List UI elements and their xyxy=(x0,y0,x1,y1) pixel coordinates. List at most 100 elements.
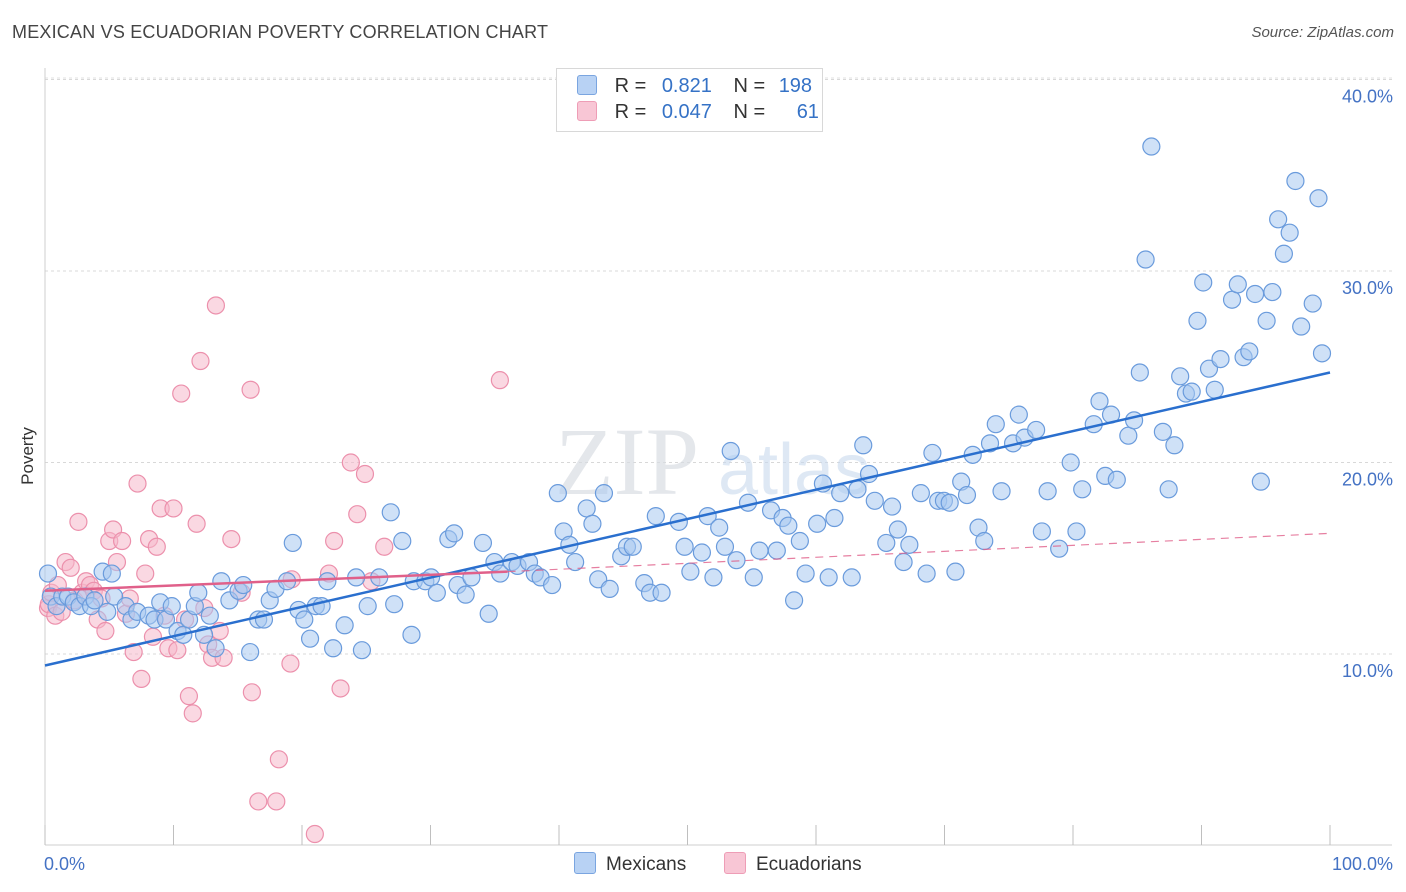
legend-row-ecuadorians: R = 0.047 N = 61 xyxy=(577,101,819,127)
ecuadorian-point xyxy=(222,529,241,549)
x-tick-label-max: 100.0% xyxy=(1332,854,1393,874)
mexican-point xyxy=(1228,275,1247,294)
mexican-point xyxy=(324,639,343,658)
mexican-point xyxy=(721,441,740,461)
mexican-point xyxy=(848,480,867,499)
ecuadorian-point xyxy=(281,654,300,673)
ecuadorian-point xyxy=(168,641,187,660)
mexican-point xyxy=(1274,244,1294,263)
mexican-point xyxy=(295,610,314,629)
mexican-point xyxy=(923,443,942,463)
mexican-point xyxy=(594,484,614,503)
legend-row-mexicans: R = 0.821 N = 198 xyxy=(577,75,812,101)
mexican-point xyxy=(808,514,827,533)
mexican-point xyxy=(750,541,769,560)
ecuadorian-point xyxy=(355,464,375,484)
mexican-point xyxy=(318,572,337,591)
ecuadorian-point xyxy=(187,514,206,533)
ecuadorian-point xyxy=(375,537,394,556)
mexican-point xyxy=(865,491,884,510)
mexican-point xyxy=(1061,453,1080,472)
legend-n-value: 198 xyxy=(778,75,813,97)
ecuadorian-point xyxy=(112,531,132,551)
mexican-point xyxy=(842,568,861,587)
mexican-point xyxy=(1165,436,1184,455)
trend-lines xyxy=(44,371,1331,667)
mexican-point xyxy=(1194,273,1213,292)
watermark-zip: ZIP xyxy=(555,408,699,515)
mexican-point xyxy=(577,499,596,518)
mexican-point xyxy=(1038,482,1057,501)
ecuadorian-point xyxy=(61,558,80,577)
bottom-legend-ecuadorians: Ecuadorians xyxy=(724,852,862,876)
mexican-point xyxy=(1107,470,1126,489)
mexican-point xyxy=(206,639,225,658)
watermark: ZIP atlas xyxy=(555,408,870,515)
ecuadorians-points xyxy=(38,296,509,844)
mexican-point xyxy=(992,482,1011,501)
mexican-point xyxy=(1073,480,1092,499)
mexican-point xyxy=(189,583,208,602)
mexican-point xyxy=(975,531,994,551)
mexican-point xyxy=(911,484,930,503)
legend-n-label: N = xyxy=(733,75,766,97)
mexican-point xyxy=(831,484,850,503)
mexican-point xyxy=(652,583,671,602)
correlation-legend: R = 0.821 N = 198 R = 0.047 N = 61 xyxy=(556,68,823,132)
legend-r-label: R = xyxy=(614,75,647,97)
mexican-point xyxy=(479,604,498,623)
mexican-point xyxy=(715,537,735,556)
mexican-point xyxy=(1159,480,1178,499)
mexican-point xyxy=(583,514,602,533)
mexican-point xyxy=(566,552,585,572)
ecuadorian-point xyxy=(183,704,202,723)
mexican-point xyxy=(1009,405,1028,424)
ecuadorians-legend-swatch xyxy=(724,852,746,874)
y-tick-label: 40.0% xyxy=(1342,87,1393,107)
mexican-point xyxy=(234,575,253,595)
mexican-point xyxy=(1263,282,1282,302)
ecuadorian-point xyxy=(348,505,367,524)
ecuadorian-point xyxy=(325,531,344,551)
y-axis-label: Poverty xyxy=(18,427,37,485)
mexican-point xyxy=(548,484,567,503)
ecuadorian-point xyxy=(96,621,115,641)
mexican-point xyxy=(900,535,919,554)
axes xyxy=(44,68,1392,846)
mexican-point xyxy=(393,531,412,551)
mexican-point xyxy=(785,591,804,610)
mexicans-points xyxy=(38,137,1332,662)
ecuadorians-trend-line xyxy=(44,570,508,593)
mexican-point xyxy=(402,625,421,644)
ecuadorian-point xyxy=(69,512,88,531)
mexican-point xyxy=(681,562,700,581)
mexican-point xyxy=(727,551,746,570)
mexican-point xyxy=(1286,171,1305,191)
mexican-point xyxy=(283,533,302,553)
mexican-point xyxy=(825,508,844,528)
mexican-point xyxy=(1280,223,1299,242)
mexican-point xyxy=(1142,137,1161,156)
mexican-point xyxy=(1130,363,1149,382)
mexican-point xyxy=(1182,382,1201,401)
mexican-point xyxy=(796,564,815,583)
mexicans-legend-label: Mexicans xyxy=(606,854,687,875)
mexican-point xyxy=(381,503,400,522)
mexican-point xyxy=(940,493,959,512)
mexican-point xyxy=(767,541,786,560)
mexican-point xyxy=(882,497,902,516)
mexican-point xyxy=(456,585,475,604)
mexican-point xyxy=(38,564,58,583)
mexican-point xyxy=(1067,522,1086,541)
ecuadorian-point xyxy=(241,380,260,399)
mexicans-swatch xyxy=(577,75,597,95)
ecuadorian-point xyxy=(172,384,191,403)
mexican-point xyxy=(1119,426,1138,445)
mexican-point xyxy=(352,641,372,660)
legend-r-value: 0.821 xyxy=(661,75,712,97)
ecuadorians-swatch xyxy=(577,101,597,121)
ecuadorian-point xyxy=(267,792,286,811)
mexican-point xyxy=(102,564,121,583)
mexican-point xyxy=(1211,349,1230,369)
mexican-point xyxy=(980,434,1000,453)
